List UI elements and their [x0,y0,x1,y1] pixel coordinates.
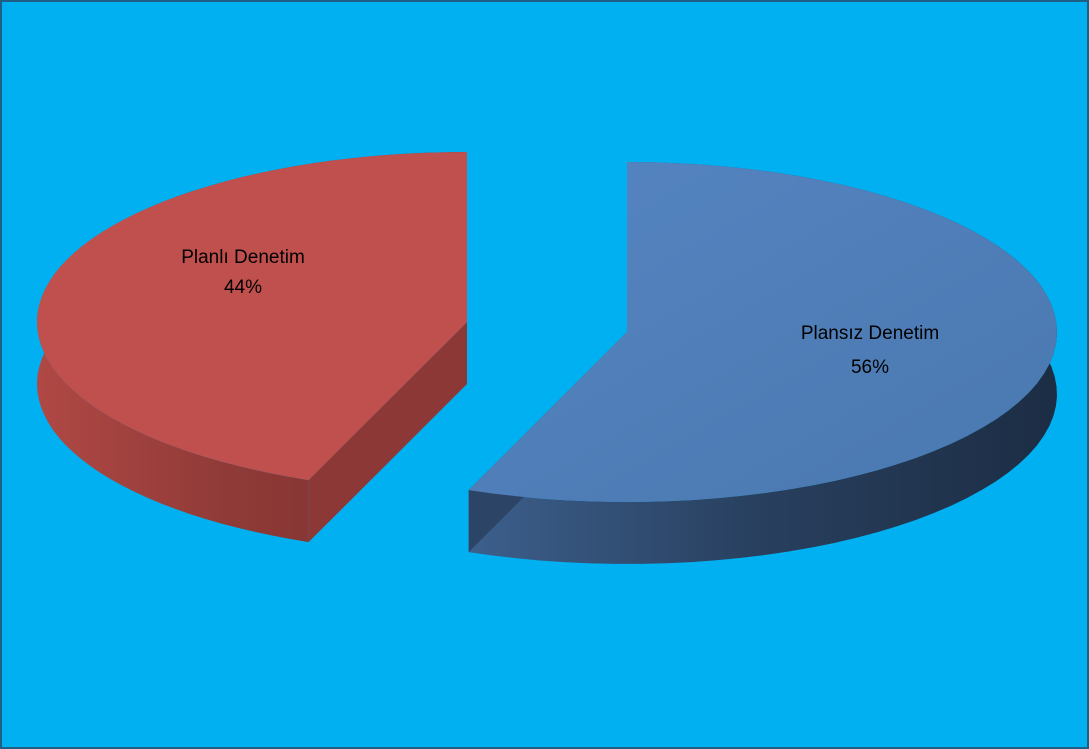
slice-percent-planli: 44% [224,277,262,298]
pie-slice-cut-0-0 [308,322,467,543]
pie-slice-top-0 [37,152,467,481]
slice-percent-plansiz: 56% [851,357,889,378]
pie-slice-1 [468,162,1057,564]
pie-slice-top-1 [468,162,1057,502]
slice-label-plansiz: Plansız Denetim [801,323,939,344]
pie-slice-0 [37,152,467,543]
slice-label-planli: Planlı Denetim [181,247,305,268]
